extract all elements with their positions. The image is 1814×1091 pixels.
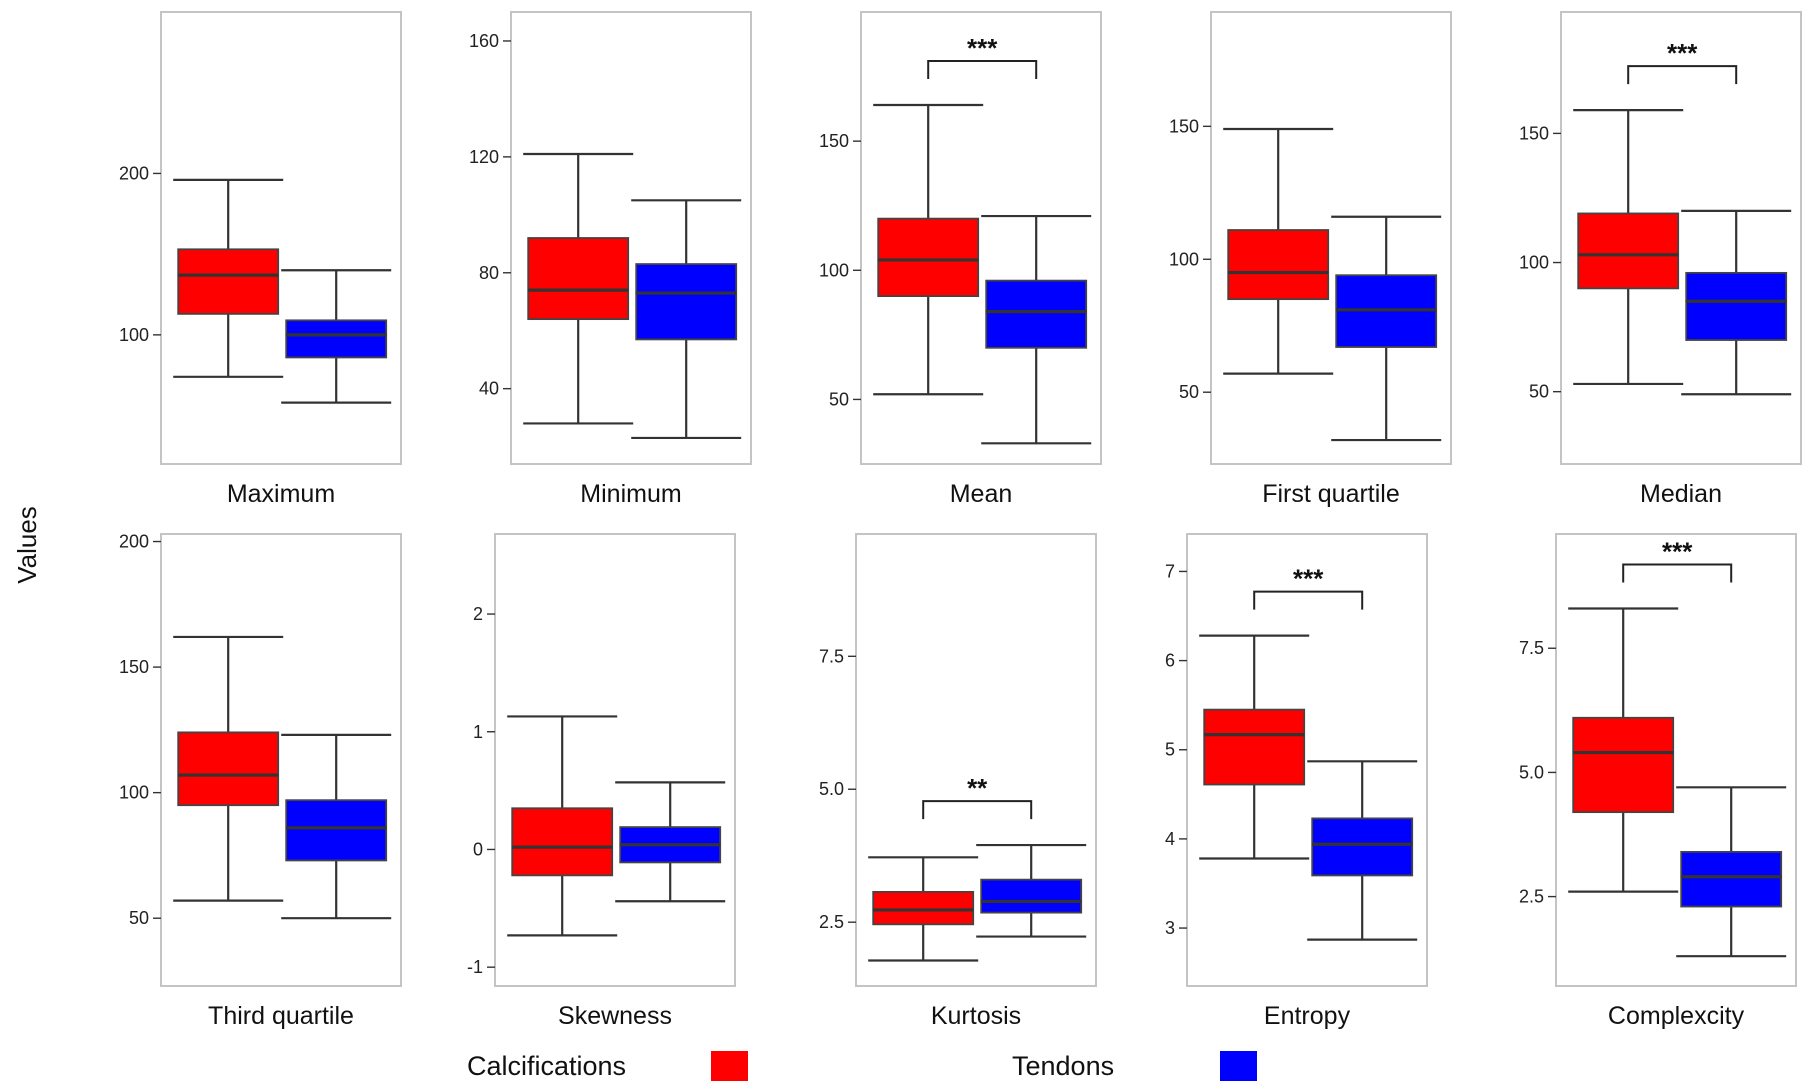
box-calcifications: [511, 807, 614, 877]
y-tick-label: 50: [129, 908, 149, 928]
box-calcifications: [1203, 708, 1306, 786]
y-tick-label: 160: [469, 31, 499, 51]
box-tendons: [980, 878, 1083, 914]
y-tick-label: 100: [119, 325, 149, 345]
box-calcifications: [177, 248, 280, 315]
y-tick-label: 200: [119, 163, 149, 183]
panel-title: Third quartile: [208, 1002, 354, 1030]
y-tick-label: 120: [469, 147, 499, 167]
panel-median: 50 100 150 *** Median: [1519, 11, 1802, 508]
panel-title: Complexcity: [1608, 1002, 1745, 1030]
box-tendons: [635, 263, 738, 341]
legend-label-calcifications: Calcifications: [467, 1051, 626, 1081]
panel-maximum: 100 200 Maximum: [119, 11, 402, 508]
panel-skewness: -1 0 1 2 Skewness: [467, 533, 736, 1030]
panel-title: Mean: [950, 480, 1013, 508]
y-tick-label: 7.5: [819, 646, 844, 666]
y-tick-label: 5.0: [819, 779, 844, 799]
panel-minimum: 40 80 120 160 Minimum: [469, 11, 752, 508]
box-tendons: [1680, 850, 1783, 908]
significance-bracket: [1622, 563, 1733, 583]
y-tick-label: 50: [829, 389, 849, 409]
legend-label-tendons: Tendons: [1012, 1051, 1114, 1081]
box-tendons: [985, 279, 1088, 349]
y-tick-label: 7: [1165, 561, 1175, 581]
box-calcifications: [177, 731, 280, 807]
box-tendons: [1311, 817, 1414, 877]
panels: 100200Maximum4080120160Minimum50100150**…: [119, 11, 1802, 1030]
box-calcifications: [1227, 229, 1330, 301]
y-tick-label: 0: [473, 839, 483, 859]
panel-kurtosis: 2.5 5.0 7.5 ** Kurtosis: [819, 533, 1097, 1030]
y-tick-label: 6: [1165, 651, 1175, 671]
panel-title: Median: [1640, 480, 1722, 508]
box-calcifications: [877, 217, 980, 298]
legend: Calcifications Tendons: [467, 1051, 1257, 1081]
panel-third-quartile: 50 100 150 200 Third quartile: [119, 532, 402, 1030]
y-tick-label: 5: [1165, 740, 1175, 760]
significance-label: ***: [967, 33, 998, 63]
panel-title: Entropy: [1264, 1002, 1351, 1030]
y-tick-label: 80: [479, 263, 499, 283]
panel-title: Minimum: [580, 480, 681, 508]
significance-bracket: [927, 59, 1038, 79]
y-tick-label: 1: [473, 722, 483, 742]
y-tick-label: 150: [819, 131, 849, 151]
y-tick-label: 2.5: [1519, 887, 1544, 907]
box-tendons: [1685, 271, 1788, 341]
box-tendons: [285, 319, 388, 359]
y-tick-label: -1: [467, 957, 483, 977]
significance-label: **: [967, 773, 988, 803]
panel-frame: [494, 533, 736, 987]
y-tick-label: 50: [1529, 382, 1549, 402]
y-tick-label: 100: [1169, 249, 1199, 269]
panel-title: Skewness: [558, 1002, 672, 1030]
panel-mean: 50 100 150 *** Mean: [819, 11, 1102, 508]
y-tick-label: 2: [473, 604, 483, 624]
y-tick-label: 200: [119, 532, 149, 552]
y-tick-label: 2.5: [819, 912, 844, 932]
y-tick-label: 50: [1179, 382, 1199, 402]
y-tick-label: 40: [479, 379, 499, 399]
significance-label: ***: [1293, 564, 1324, 594]
y-tick-label: 5.0: [1519, 762, 1544, 782]
legend-swatch-tendons: [1220, 1051, 1257, 1081]
box-calcifications: [1572, 716, 1675, 814]
y-tick-label: 150: [1169, 116, 1199, 136]
significance-bracket: [922, 800, 1033, 820]
significance-label: ***: [1662, 537, 1693, 567]
y-tick-label: 7.5: [1519, 638, 1544, 658]
box-calcifications: [872, 890, 975, 926]
panel-frame: [160, 11, 402, 465]
panel-entropy: 3 4 5 6 7 *** Entropy: [1165, 533, 1428, 1030]
panel-first-quartile: 50 100 150 First quartile: [1169, 11, 1452, 508]
y-tick-label: 3: [1165, 918, 1175, 938]
y-tick-label: 100: [119, 783, 149, 803]
panel-title: Kurtosis: [931, 1002, 1021, 1030]
y-axis-label: Values: [12, 506, 42, 584]
box-calcifications: [527, 237, 630, 321]
box-calcifications: [1577, 212, 1680, 290]
y-tick-label: 100: [819, 260, 849, 280]
significance-label: ***: [1667, 38, 1698, 68]
panel-title: First quartile: [1262, 480, 1400, 508]
y-tick-label: 100: [1519, 253, 1549, 273]
significance-bracket: [1253, 590, 1364, 610]
significance-bracket: [1627, 65, 1738, 85]
panel-complexcity: 2.5 5.0 7.5 *** Complexcity: [1519, 533, 1797, 1030]
y-tick-label: 150: [119, 657, 149, 677]
legend-swatch-calcifications: [711, 1051, 748, 1081]
y-tick-label: 4: [1165, 829, 1175, 849]
panel-title: Maximum: [227, 480, 335, 508]
y-tick-label: 150: [1519, 123, 1549, 143]
box-tendons: [285, 799, 388, 862]
